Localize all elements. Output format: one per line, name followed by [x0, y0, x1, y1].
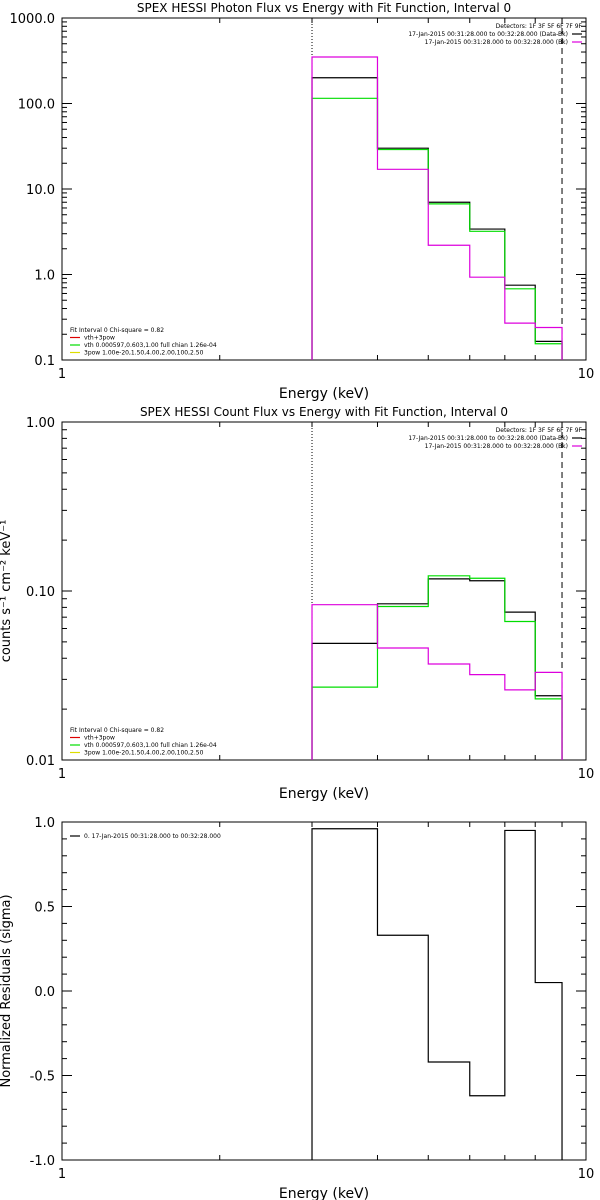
- y-tick-label: 100.0: [18, 98, 55, 113]
- legend-entry: Fit Interval 0 Chi-square = 0.82: [70, 327, 164, 334]
- series-line-0: [311, 578, 563, 760]
- series-line-2: [311, 56, 563, 360]
- legend-entry: vth+3pow: [84, 335, 115, 342]
- plot-frame-2: [61, 821, 587, 1161]
- series-line-2: [311, 604, 563, 760]
- y-tick-label: 0.10: [26, 585, 55, 600]
- y-axis-label: Normalized Residuals (sigma): [0, 894, 14, 1087]
- series-line-1: [311, 575, 563, 760]
- x-tick-label: 1: [58, 367, 66, 382]
- x-tick-label: 1: [58, 1167, 66, 1182]
- series-line-0: [311, 828, 563, 1160]
- x-axis-label: Energy (keV): [279, 1186, 369, 1200]
- y-axis-label: counts s⁻¹ cm⁻² keV⁻¹: [0, 520, 14, 663]
- x-axis-label: Energy (keV): [279, 786, 369, 802]
- y-tick-label: 1000.0: [10, 12, 56, 27]
- x-tick-label: 1: [58, 767, 66, 782]
- chart-title: SPEX HESSI Photon Flux vs Energy with Fi…: [137, 1, 511, 15]
- plot-frame-0: [61, 17, 587, 361]
- legend-entry: Detectors: 1F 3F 5F 6F 7F 9F: [496, 427, 583, 434]
- y-tick-label: 0.01: [26, 754, 55, 769]
- x-tick-label: 10: [578, 367, 595, 382]
- y-tick-label: 0.0: [34, 985, 55, 1000]
- plot-frame-1: [61, 421, 587, 761]
- y-tick-label: -0.5: [30, 1070, 55, 1085]
- legend-entry: vth 0.000597,0.603,1.00 full chian 1.26e…: [84, 742, 217, 749]
- legend-entry: 17-Jan-2015 00:31:28.000 to 00:32:28.000…: [425, 39, 568, 46]
- series-line-0: [311, 77, 563, 360]
- legend-entry: Detectors: 1F 3F 5F 6F 7F 9F: [496, 23, 583, 30]
- x-axis-label: Energy (keV): [279, 386, 369, 402]
- legend-entry: 0. 17-Jan-2015 00:31:28.000 to 00:32:28.…: [84, 833, 221, 840]
- legend-entry: 3pow 1.00e-20,1.50,4.00,2.00,100,2.50: [84, 350, 204, 357]
- y-tick-label: 1.0: [34, 269, 55, 284]
- x-tick-label: 10: [578, 767, 595, 782]
- y-tick-label: 1.00: [26, 416, 55, 431]
- chart-title: SPEX HESSI Count Flux vs Energy with Fit…: [140, 405, 508, 419]
- legend-entry: vth 0.000597,0.603,1.00 full chian 1.26e…: [84, 342, 217, 349]
- legend-entry: vth+3pow: [84, 735, 115, 742]
- legend-entry: 3pow 1.00e-20,1.50,4.00,2.00,100,2.50: [84, 750, 204, 757]
- y-tick-label: -1.0: [30, 1154, 55, 1169]
- legend-entry: 17-Jan-2015 00:31:28.000 to 00:32:28.000…: [408, 31, 568, 38]
- y-tick-label: 0.1: [34, 354, 55, 369]
- legend-entry: Fit Interval 0 Chi-square = 0.82: [70, 727, 164, 734]
- legend-entry: 17-Jan-2015 00:31:28.000 to 00:32:28.000…: [408, 435, 568, 442]
- y-tick-label: 0.5: [34, 901, 55, 916]
- y-tick-label: 10.0: [26, 183, 55, 198]
- y-tick-label: 1.0: [34, 816, 55, 831]
- series-line-1: [311, 97, 563, 360]
- x-tick-label: 10: [578, 1167, 595, 1182]
- legend-entry: 17-Jan-2015 00:31:28.000 to 00:32:28.000…: [425, 443, 568, 450]
